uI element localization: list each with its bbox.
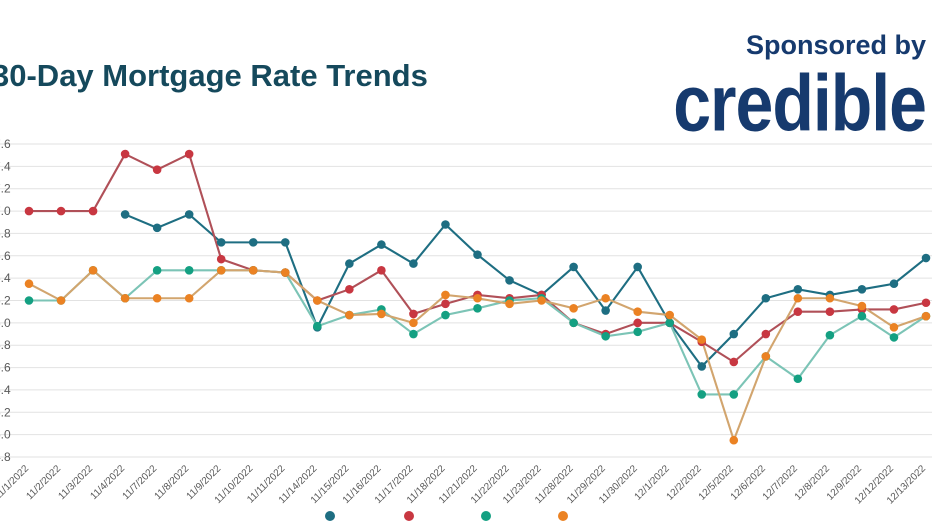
svg-text:5.0: 5.0 — [0, 428, 11, 442]
svg-text:5.8: 5.8 — [0, 338, 11, 352]
svg-text:5.2: 5.2 — [0, 405, 11, 419]
svg-text:5.6: 5.6 — [0, 361, 11, 375]
svg-text:7.0: 7.0 — [0, 204, 11, 218]
svg-text:6.8: 6.8 — [0, 226, 11, 240]
svg-text:7.4: 7.4 — [0, 159, 11, 173]
svg-text:4.8: 4.8 — [0, 450, 11, 464]
svg-text:6.4: 6.4 — [0, 271, 11, 285]
svg-text:7.2: 7.2 — [0, 182, 11, 196]
svg-text:5.4: 5.4 — [0, 383, 11, 397]
svg-text:6.0: 6.0 — [0, 316, 11, 330]
svg-text:6.6: 6.6 — [0, 249, 11, 263]
svg-text:6.2: 6.2 — [0, 294, 11, 308]
